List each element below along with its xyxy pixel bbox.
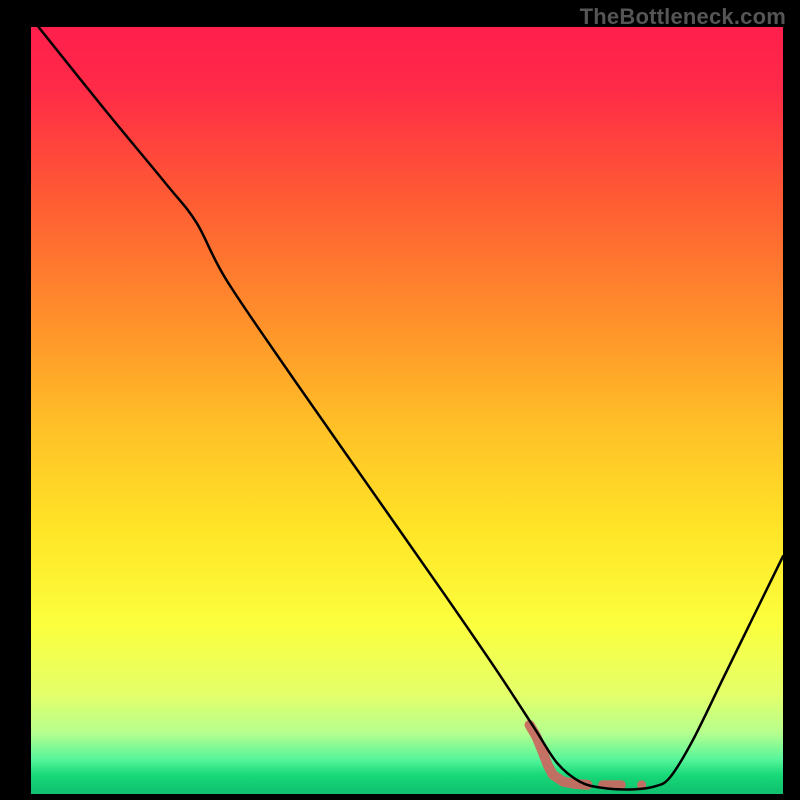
watermark-text: TheBottleneck.com <box>580 4 786 30</box>
plot-area <box>31 27 783 794</box>
chart-svg <box>31 27 783 794</box>
chart-container: TheBottleneck.com <box>0 0 800 800</box>
gradient-background <box>31 27 783 794</box>
